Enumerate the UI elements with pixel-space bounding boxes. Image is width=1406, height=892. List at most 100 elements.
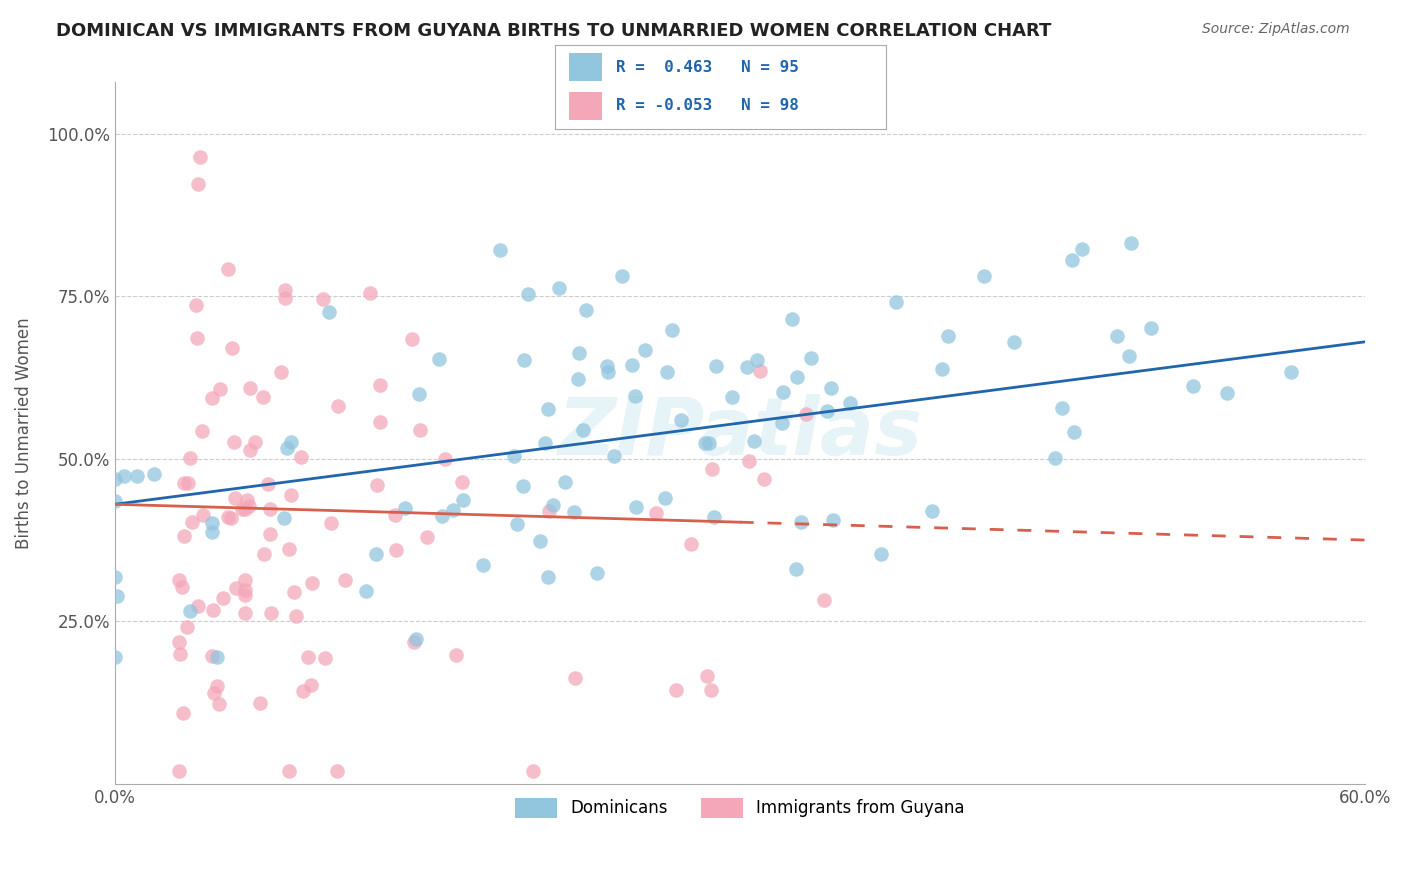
Point [693, 436, 716, 450]
Point [186, 331, 208, 345]
Text: R =  0.463   N = 95: R = 0.463 N = 95 [616, 60, 800, 75]
Point [297, 650, 319, 665]
Point [624, 500, 647, 514]
Point [187, 599, 209, 613]
Point [201, 391, 224, 405]
Point [290, 450, 312, 465]
Point [794, 408, 817, 422]
Point [517, 286, 540, 301]
Point [1043, 451, 1066, 466]
Point [256, 477, 278, 491]
Point [104, 650, 127, 665]
Point [385, 543, 408, 558]
Point [780, 311, 803, 326]
Point [1139, 321, 1161, 335]
Point [815, 403, 838, 417]
Point [312, 293, 335, 307]
Point [931, 362, 953, 376]
Point [278, 764, 301, 778]
Point [167, 573, 190, 587]
Point [205, 679, 228, 693]
Point [1118, 349, 1140, 363]
Point [105, 590, 128, 604]
Point [427, 352, 450, 367]
Point [488, 243, 510, 257]
Point [104, 472, 127, 486]
Point [405, 632, 427, 646]
Point [253, 547, 276, 561]
Point [451, 475, 474, 489]
Point [401, 332, 423, 346]
Point [700, 462, 723, 476]
Point [661, 322, 683, 336]
Point [453, 492, 475, 507]
Point [402, 634, 425, 648]
Point [572, 423, 595, 437]
Point [800, 351, 823, 366]
Point [669, 413, 692, 427]
Point [1062, 253, 1084, 268]
Point [534, 435, 557, 450]
Point [273, 291, 295, 305]
Point [1002, 335, 1025, 350]
Point [595, 359, 617, 374]
Point [634, 343, 657, 358]
Point [1107, 329, 1129, 343]
Point [432, 508, 454, 523]
Text: Source: ZipAtlas.com: Source: ZipAtlas.com [1202, 22, 1350, 37]
Point [568, 346, 591, 360]
Point [285, 609, 308, 624]
Point [273, 511, 295, 525]
FancyBboxPatch shape [568, 54, 602, 81]
Point [245, 434, 267, 449]
Point [239, 443, 262, 458]
Point [721, 390, 744, 404]
Point [179, 604, 201, 618]
Point [274, 284, 297, 298]
Point [602, 449, 624, 463]
FancyBboxPatch shape [568, 92, 602, 120]
Point [745, 353, 768, 368]
Point [441, 502, 464, 516]
Point [471, 558, 494, 572]
Point [238, 499, 260, 513]
Point [314, 650, 336, 665]
Point [186, 298, 208, 312]
Point [1216, 385, 1239, 400]
Point [839, 396, 862, 410]
Text: DOMINICAN VS IMMIGRANTS FROM GUYANA BIRTHS TO UNMARRIED WOMEN CORRELATION CHART: DOMINICAN VS IMMIGRANTS FROM GUYANA BIRT… [56, 22, 1052, 40]
Point [665, 683, 688, 698]
Point [354, 583, 377, 598]
Point [235, 492, 257, 507]
Point [173, 529, 195, 543]
Point [921, 504, 943, 518]
Point [869, 547, 891, 561]
Point [503, 449, 526, 463]
Point [744, 434, 766, 449]
Point [321, 516, 343, 531]
Point [567, 372, 589, 386]
Point [368, 415, 391, 429]
Point [409, 423, 432, 437]
Point [384, 508, 406, 522]
Point [537, 402, 560, 417]
Point [233, 582, 256, 597]
Point [770, 417, 793, 431]
Point [224, 491, 246, 505]
Point [333, 574, 356, 588]
Point [169, 764, 191, 778]
Point [697, 436, 720, 450]
Point [172, 706, 194, 720]
Point [239, 381, 262, 395]
Point [973, 269, 995, 284]
Point [221, 341, 243, 355]
Point [188, 150, 211, 164]
Point [886, 295, 908, 310]
Point [219, 511, 242, 525]
Point [506, 516, 529, 531]
Point [202, 686, 225, 700]
Point [657, 366, 679, 380]
Point [225, 581, 247, 595]
Point [359, 285, 381, 300]
Point [786, 370, 808, 384]
